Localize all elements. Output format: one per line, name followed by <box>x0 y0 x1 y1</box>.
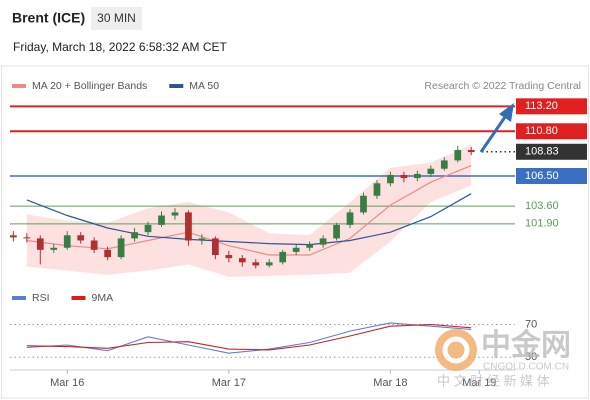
level-label-box <box>516 168 587 184</box>
level-label: 106.50 <box>525 170 559 182</box>
bollinger-band <box>26 144 472 277</box>
candle-body <box>440 160 448 169</box>
watermark-logo <box>435 329 477 371</box>
legend-label: MA 20 + Bollinger Bands <box>32 80 147 92</box>
ma-line <box>26 165 472 256</box>
y-tick-label: 70 <box>525 318 537 330</box>
candle-body <box>185 212 192 241</box>
candle-body <box>198 238 206 241</box>
datetime: Friday, March 18, 2022 6:58:32 AM CET <box>13 40 228 54</box>
candle-body <box>373 183 381 196</box>
candle-body <box>77 235 85 241</box>
x-tick-label: Mar 19 <box>462 377 496 389</box>
legend-swatch <box>12 84 26 88</box>
candle-body <box>10 235 17 238</box>
candle-body <box>414 173 421 179</box>
candle-body <box>252 262 260 266</box>
y-tick-label: 30 <box>525 351 537 363</box>
level-label: 101.90 <box>525 218 559 230</box>
candle-body <box>400 174 408 179</box>
candle-body <box>346 212 354 225</box>
candle-body <box>387 174 394 184</box>
watermark: 中金网 CNGOLD.COM.CN 中 文 财 经 新 媒 体 <box>435 328 571 388</box>
level-label: 103.60 <box>525 200 559 212</box>
candle-body <box>427 168 435 174</box>
watermark-brand: 中金网 <box>481 328 571 362</box>
plot-layer: 113.20 110.80 108.83 106.50 103.60 101.90 MA 2… <box>10 80 587 389</box>
frame <box>1 65 589 399</box>
candle-body <box>90 240 98 250</box>
level-label-box <box>516 98 587 115</box>
candle-body <box>306 244 313 248</box>
candle-body <box>333 224 340 239</box>
x-tick-label: Mar 18 <box>373 377 407 389</box>
candle-body <box>171 212 179 216</box>
candle-body <box>23 237 31 239</box>
candle-body <box>63 235 71 248</box>
level-label: 113.20 <box>525 100 558 112</box>
level-label: 108.83 <box>525 146 559 158</box>
level-label: 110.80 <box>525 125 558 137</box>
level-label-box <box>516 143 587 160</box>
candle-body <box>212 238 219 256</box>
legend-label: RSI <box>32 292 50 304</box>
legend-label: 9MA <box>92 292 114 304</box>
indicator-line <box>26 322 472 354</box>
candle-body <box>292 247 300 252</box>
forecast-arrow <box>479 103 514 153</box>
ma-line <box>26 193 472 246</box>
level-label-box <box>516 123 587 140</box>
x-tick-label: Mar 17 <box>212 377 246 389</box>
timeframe: 30 MIN <box>97 11 136 25</box>
candle-body <box>454 150 462 161</box>
candle-body <box>467 150 475 153</box>
candle-body <box>319 238 327 245</box>
legend-label: MA 50 <box>189 80 219 92</box>
candle-body <box>265 262 273 266</box>
arrow-head <box>499 103 514 122</box>
watermark-logo-ring <box>442 336 470 364</box>
candle-body <box>360 195 367 213</box>
legend-swatch <box>169 84 184 88</box>
candle-body <box>158 215 165 225</box>
candle-body <box>144 224 152 233</box>
candle-body <box>238 258 246 263</box>
candle-body <box>117 238 125 258</box>
watermark-domain: CNGOLD.COM.CN <box>483 362 569 373</box>
candle-body <box>225 255 233 259</box>
candle-body <box>279 251 287 263</box>
x-tick-label: Mar 16 <box>50 377 84 389</box>
indicator-line <box>26 323 472 351</box>
arrow-shaft <box>479 116 507 153</box>
candle-body <box>36 238 44 250</box>
watermark-slogan: 中 文 财 经 新 媒 体 <box>437 373 550 388</box>
legend-swatch <box>71 296 86 300</box>
credit: Research © 2022 Trading Central <box>424 80 581 92</box>
candle-body <box>104 249 111 258</box>
legend-swatch <box>12 296 26 300</box>
timeframe-box <box>91 7 142 30</box>
chart-title: Brent (ICE) <box>12 10 85 26</box>
candle-body <box>131 232 138 239</box>
candle-body <box>50 247 58 250</box>
